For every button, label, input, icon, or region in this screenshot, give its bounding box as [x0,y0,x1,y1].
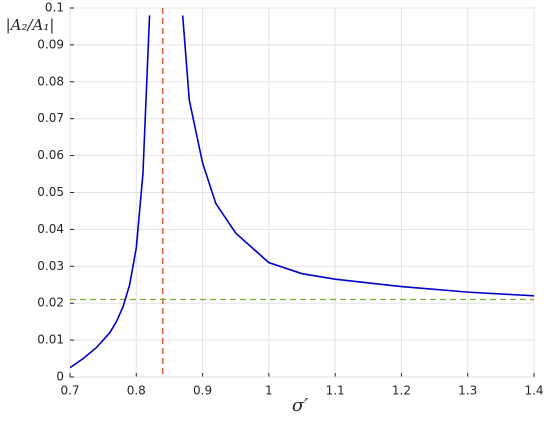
x-axis-label: σ′ [292,395,308,416]
x-tick-label: 1.2 [392,384,411,398]
y-tick-label: 0.01 [37,333,64,347]
data-line [70,15,534,369]
x-tick-label: 1.1 [326,384,345,398]
x-tick-label: 1.4 [524,384,543,398]
y-tick-label: 0.05 [37,185,64,199]
y-tick-label: 0.03 [37,259,64,273]
y-tick-label: 0.02 [37,296,64,310]
x-tick-label: 1 [265,384,273,398]
y-tick-label: 0.08 [37,74,64,88]
x-tick-label: 0.8 [127,384,146,398]
y-tick-label: 0.06 [37,148,64,162]
y-tick-label: 0.07 [37,111,64,125]
x-tick-label: 0.7 [60,384,79,398]
x-tick-label: 0.9 [193,384,212,398]
y-axis-label: |A₂/A₁| [6,16,55,34]
y-tick-label: 0.04 [37,222,64,236]
y-tick-label: 0 [56,370,64,384]
y-tick-label: 0.09 [37,37,64,51]
y-tick-label: 0.1 [45,1,64,15]
x-tick-label: 1.3 [458,384,477,398]
